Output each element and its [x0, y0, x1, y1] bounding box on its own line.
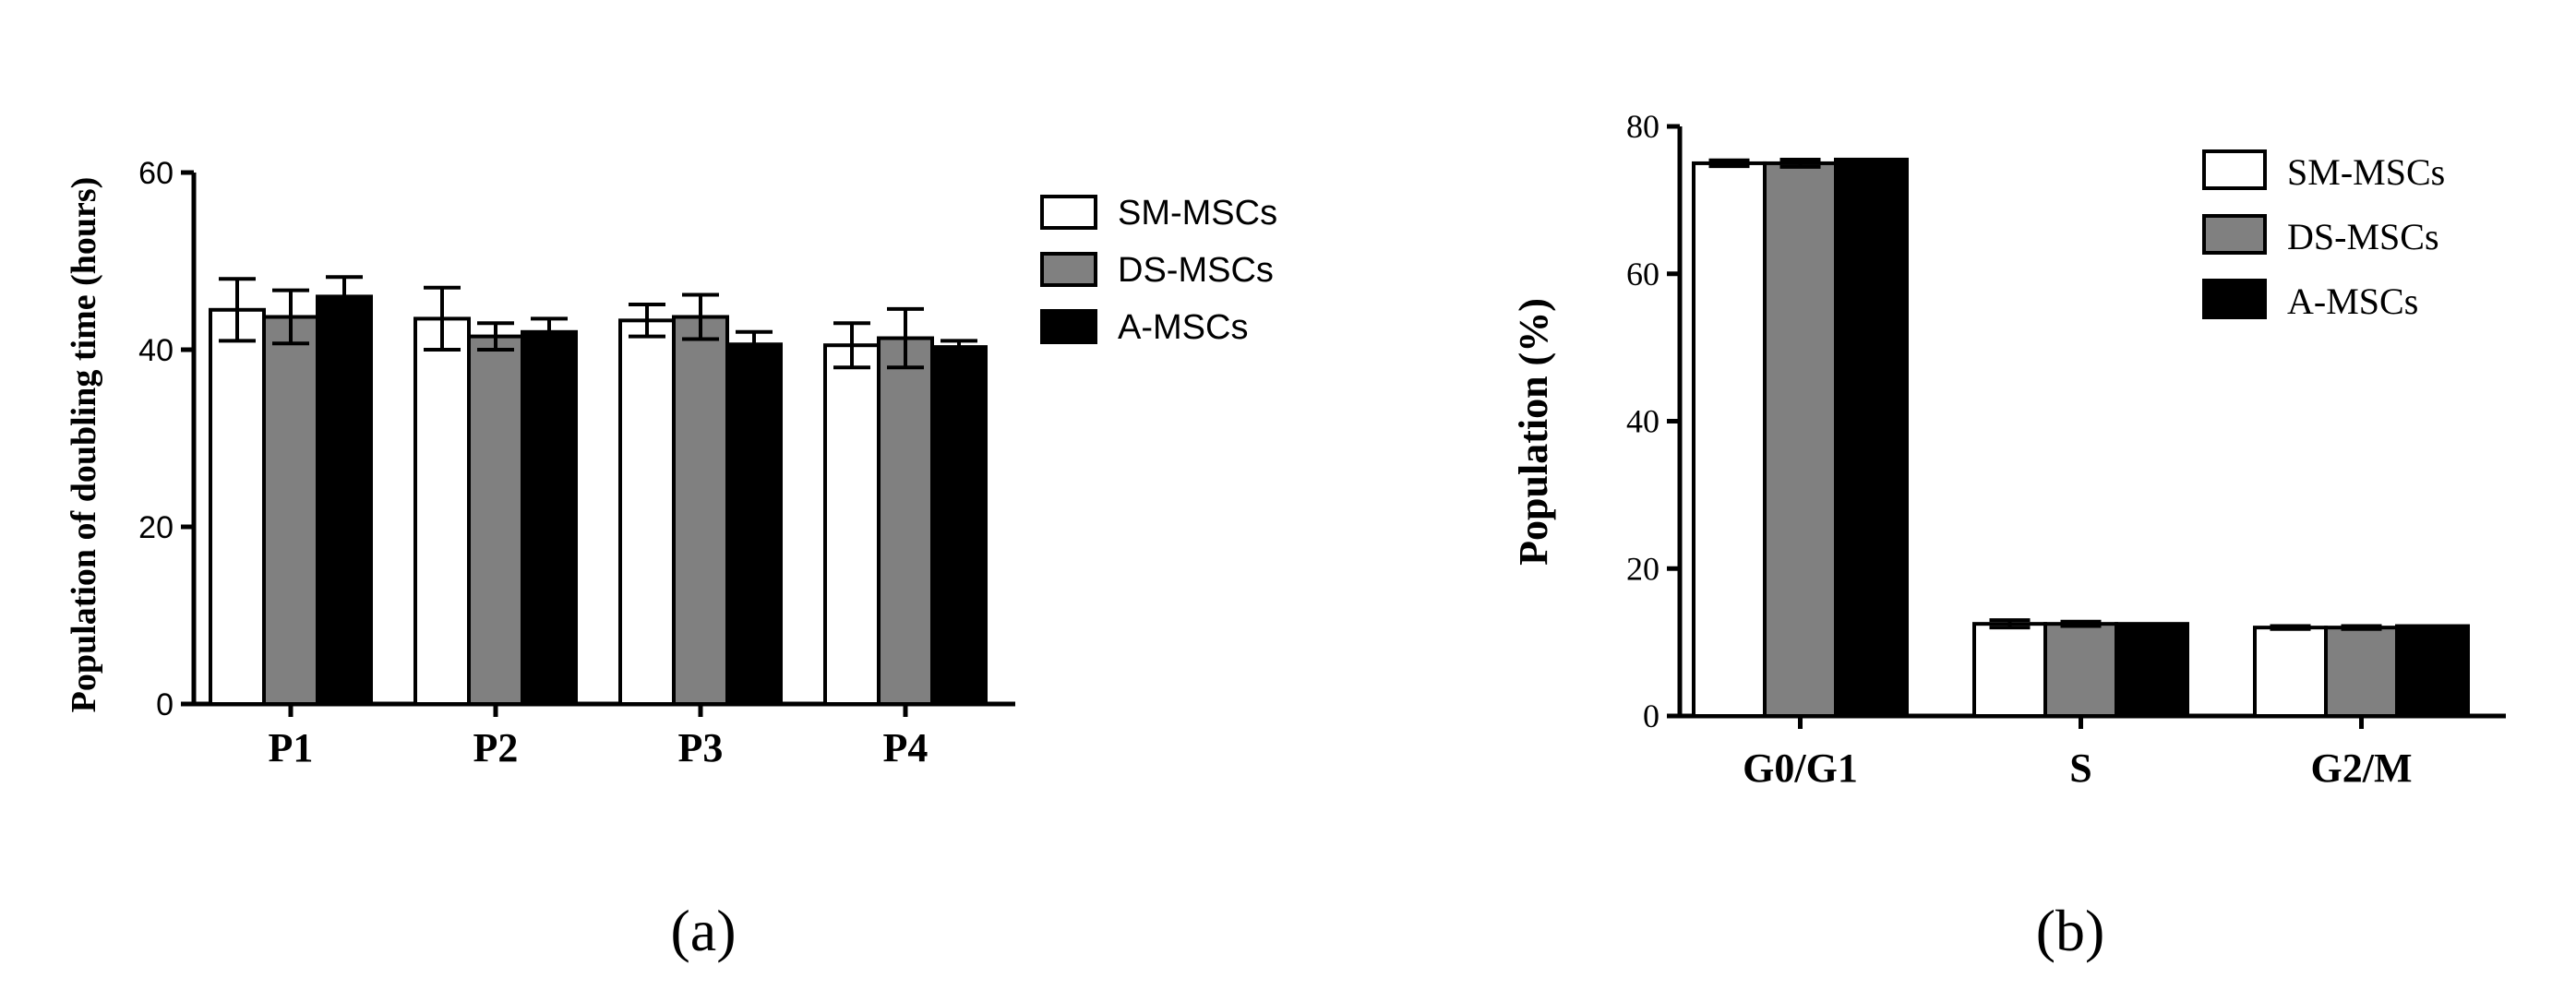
- bar-b: [1834, 157, 1909, 719]
- legend-swatch-b: [2202, 149, 2267, 190]
- bar-a: [209, 307, 266, 706]
- y-axis-title-b: Population (%): [1511, 298, 1556, 566]
- bar-a: [618, 318, 676, 706]
- bar-a: [262, 315, 319, 706]
- legend-swatch-b: [2202, 279, 2267, 319]
- legend-label-b: DS-MSCs: [2287, 216, 2439, 257]
- bar-b: [2395, 624, 2470, 718]
- y-tick-label-a: 60: [138, 156, 174, 191]
- legend-swatch-a: [1040, 252, 1097, 287]
- x-tick-label-a: P2: [473, 725, 519, 770]
- bar-a: [877, 336, 934, 706]
- x-tick-label-a: P3: [678, 725, 724, 770]
- bar-b: [2043, 622, 2118, 718]
- y-tick-label-b: 80: [1626, 108, 1659, 145]
- y-tick-label-b: 0: [1643, 698, 1659, 734]
- bar-a: [316, 294, 373, 706]
- bar-b: [2253, 626, 2328, 719]
- legend-label-b: A-MSCs: [2287, 280, 2418, 322]
- x-tick-label-b: S: [2069, 746, 2091, 791]
- bar-a: [672, 315, 729, 706]
- bar-b: [1763, 161, 1838, 718]
- y-tick-label-a: 0: [156, 687, 174, 722]
- bar-a: [413, 316, 471, 706]
- bar-a: [521, 329, 578, 706]
- y-axis-title-a: Population of doubling time (hours): [65, 177, 103, 713]
- y-tick-label-b: 60: [1626, 256, 1659, 292]
- bar-b: [1692, 161, 1767, 718]
- bar-b: [1972, 622, 2047, 718]
- bar-b: [2115, 622, 2189, 718]
- x-tick-label-a: P4: [883, 725, 929, 770]
- bar-a: [725, 342, 783, 706]
- y-tick-label-b: 40: [1626, 403, 1659, 440]
- bar-a: [467, 334, 524, 706]
- legend-label-a: DS-MSCs: [1118, 251, 1274, 290]
- panel-label-a: (a): [670, 898, 736, 963]
- legend-label-b: SM-MSCs: [2287, 151, 2445, 193]
- x-tick-label-b: G2/M: [2311, 746, 2413, 791]
- panel-label-b: (b): [2036, 898, 2105, 963]
- chart-panel-b: Population (%) 0 20 40 60 80 G0/G1 S G2/M SM-MSC…: [1511, 108, 2506, 791]
- x-tick-label-a: P1: [269, 725, 314, 770]
- legend-swatch-b: [2202, 214, 2267, 255]
- x-tick-label-b: G0/G1: [1743, 746, 1858, 791]
- legend-label-a: A-MSCs: [1118, 308, 1248, 347]
- y-tick-label-a: 20: [138, 510, 174, 545]
- legend-label-a: SM-MSCs: [1118, 194, 1277, 233]
- y-tick-label-a: 40: [138, 333, 174, 368]
- bar-a: [823, 343, 881, 706]
- legend-swatch-a: [1040, 195, 1097, 230]
- bar-b: [2324, 626, 2399, 719]
- legend-swatch-a: [1040, 309, 1097, 344]
- bar-a: [930, 345, 988, 706]
- y-tick-label-b: 20: [1626, 550, 1659, 587]
- chart-panel-a: Population of doubling time (hours) 0 20 4…: [65, 156, 1277, 770]
